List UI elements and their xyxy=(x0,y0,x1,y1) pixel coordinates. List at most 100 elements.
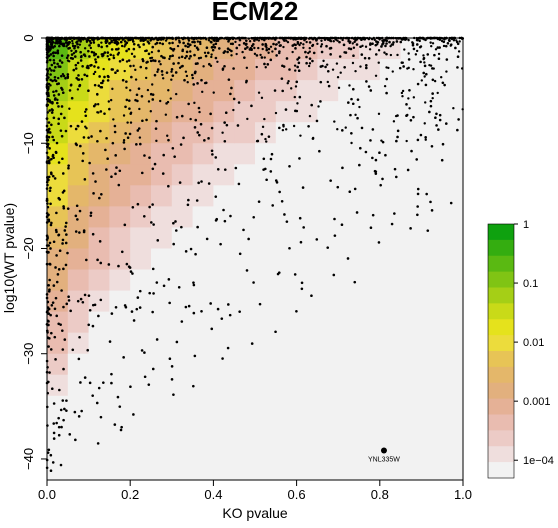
data-point xyxy=(245,81,248,84)
data-point xyxy=(385,66,388,69)
data-point xyxy=(78,43,82,46)
data-point xyxy=(120,425,123,429)
data-point xyxy=(110,372,113,376)
data-point xyxy=(435,112,438,116)
heatmap-cell xyxy=(234,143,256,165)
data-point xyxy=(269,170,273,173)
data-point xyxy=(143,375,147,379)
data-point xyxy=(132,64,135,68)
data-point xyxy=(56,101,59,105)
data-point xyxy=(416,39,419,42)
heatmap-cell xyxy=(192,374,214,397)
data-point xyxy=(75,143,78,147)
data-point xyxy=(138,289,142,293)
data-point xyxy=(277,41,280,44)
data-point xyxy=(295,310,298,313)
data-point xyxy=(143,351,146,354)
data-point xyxy=(339,71,342,74)
heatmap-cell xyxy=(130,59,152,81)
data-point xyxy=(180,114,184,118)
heatmap-cell xyxy=(379,311,402,334)
data-point xyxy=(235,46,239,50)
heatmap-cell xyxy=(151,143,173,165)
data-point xyxy=(94,103,97,106)
data-point xyxy=(400,91,404,95)
heatmap-cell xyxy=(130,416,152,439)
data-point xyxy=(209,64,213,68)
heatmap-cell xyxy=(130,353,152,376)
data-point xyxy=(452,106,455,110)
data-point xyxy=(57,161,61,164)
data-point xyxy=(65,233,68,236)
data-point xyxy=(210,327,214,331)
data-point xyxy=(153,73,157,77)
data-point xyxy=(332,40,335,43)
heatmap-cell xyxy=(234,311,256,334)
data-point xyxy=(387,66,390,70)
data-point xyxy=(263,62,266,66)
data-point xyxy=(130,52,134,56)
data-point xyxy=(223,121,226,124)
heatmap-cell xyxy=(442,374,464,397)
data-point xyxy=(358,105,361,109)
data-point xyxy=(59,408,63,412)
data-point xyxy=(252,281,255,284)
heatmap-cell xyxy=(296,206,318,229)
heatmap-cell xyxy=(192,290,214,313)
data-point xyxy=(418,39,421,43)
data-point xyxy=(67,41,71,44)
data-point xyxy=(180,55,184,59)
heatmap-cell xyxy=(88,248,110,271)
data-point xyxy=(151,310,154,314)
heatmap-cell xyxy=(421,374,443,397)
data-point xyxy=(128,266,132,269)
data-point xyxy=(57,425,61,429)
data-point xyxy=(132,47,136,51)
heatmap-cell xyxy=(338,122,360,144)
heatmap-cell xyxy=(359,395,381,418)
data-point xyxy=(187,45,190,48)
heatmap-cell xyxy=(359,332,381,355)
data-point xyxy=(106,157,109,161)
data-point xyxy=(54,79,58,83)
heatmap-cell xyxy=(88,374,110,397)
data-point xyxy=(248,40,252,43)
data-point xyxy=(128,132,132,136)
data-point xyxy=(70,96,74,100)
data-point xyxy=(48,159,51,162)
data-point xyxy=(351,61,355,65)
heatmap-cell xyxy=(213,374,235,397)
data-point xyxy=(419,133,423,137)
data-point xyxy=(260,38,264,41)
data-point xyxy=(445,70,448,73)
heatmap-cell xyxy=(47,248,69,271)
data-point xyxy=(340,223,344,227)
heatmap-cell xyxy=(130,332,152,355)
data-point xyxy=(342,43,346,47)
data-point xyxy=(246,117,249,121)
heatmap-cell xyxy=(67,101,90,123)
data-point xyxy=(156,239,160,242)
heatmap-cell xyxy=(359,206,381,229)
heatmap-cell xyxy=(234,332,256,355)
data-point xyxy=(74,438,77,442)
data-point xyxy=(50,123,53,127)
data-point xyxy=(458,40,461,43)
data-point xyxy=(194,252,197,256)
data-point xyxy=(68,89,72,92)
heatmap-cell xyxy=(130,38,152,60)
heatmap-cell xyxy=(379,416,402,439)
data-point xyxy=(232,108,235,112)
data-point xyxy=(329,53,332,56)
data-point xyxy=(377,241,381,244)
data-point xyxy=(424,138,427,141)
data-point xyxy=(440,76,443,79)
data-point xyxy=(57,117,61,121)
heatmap-cell xyxy=(442,101,464,123)
data-point xyxy=(203,81,207,85)
data-point xyxy=(295,80,299,84)
data-point xyxy=(377,61,380,64)
data-point xyxy=(76,218,79,221)
heatmap-cell xyxy=(275,437,298,460)
heatmap-cell xyxy=(171,185,194,207)
